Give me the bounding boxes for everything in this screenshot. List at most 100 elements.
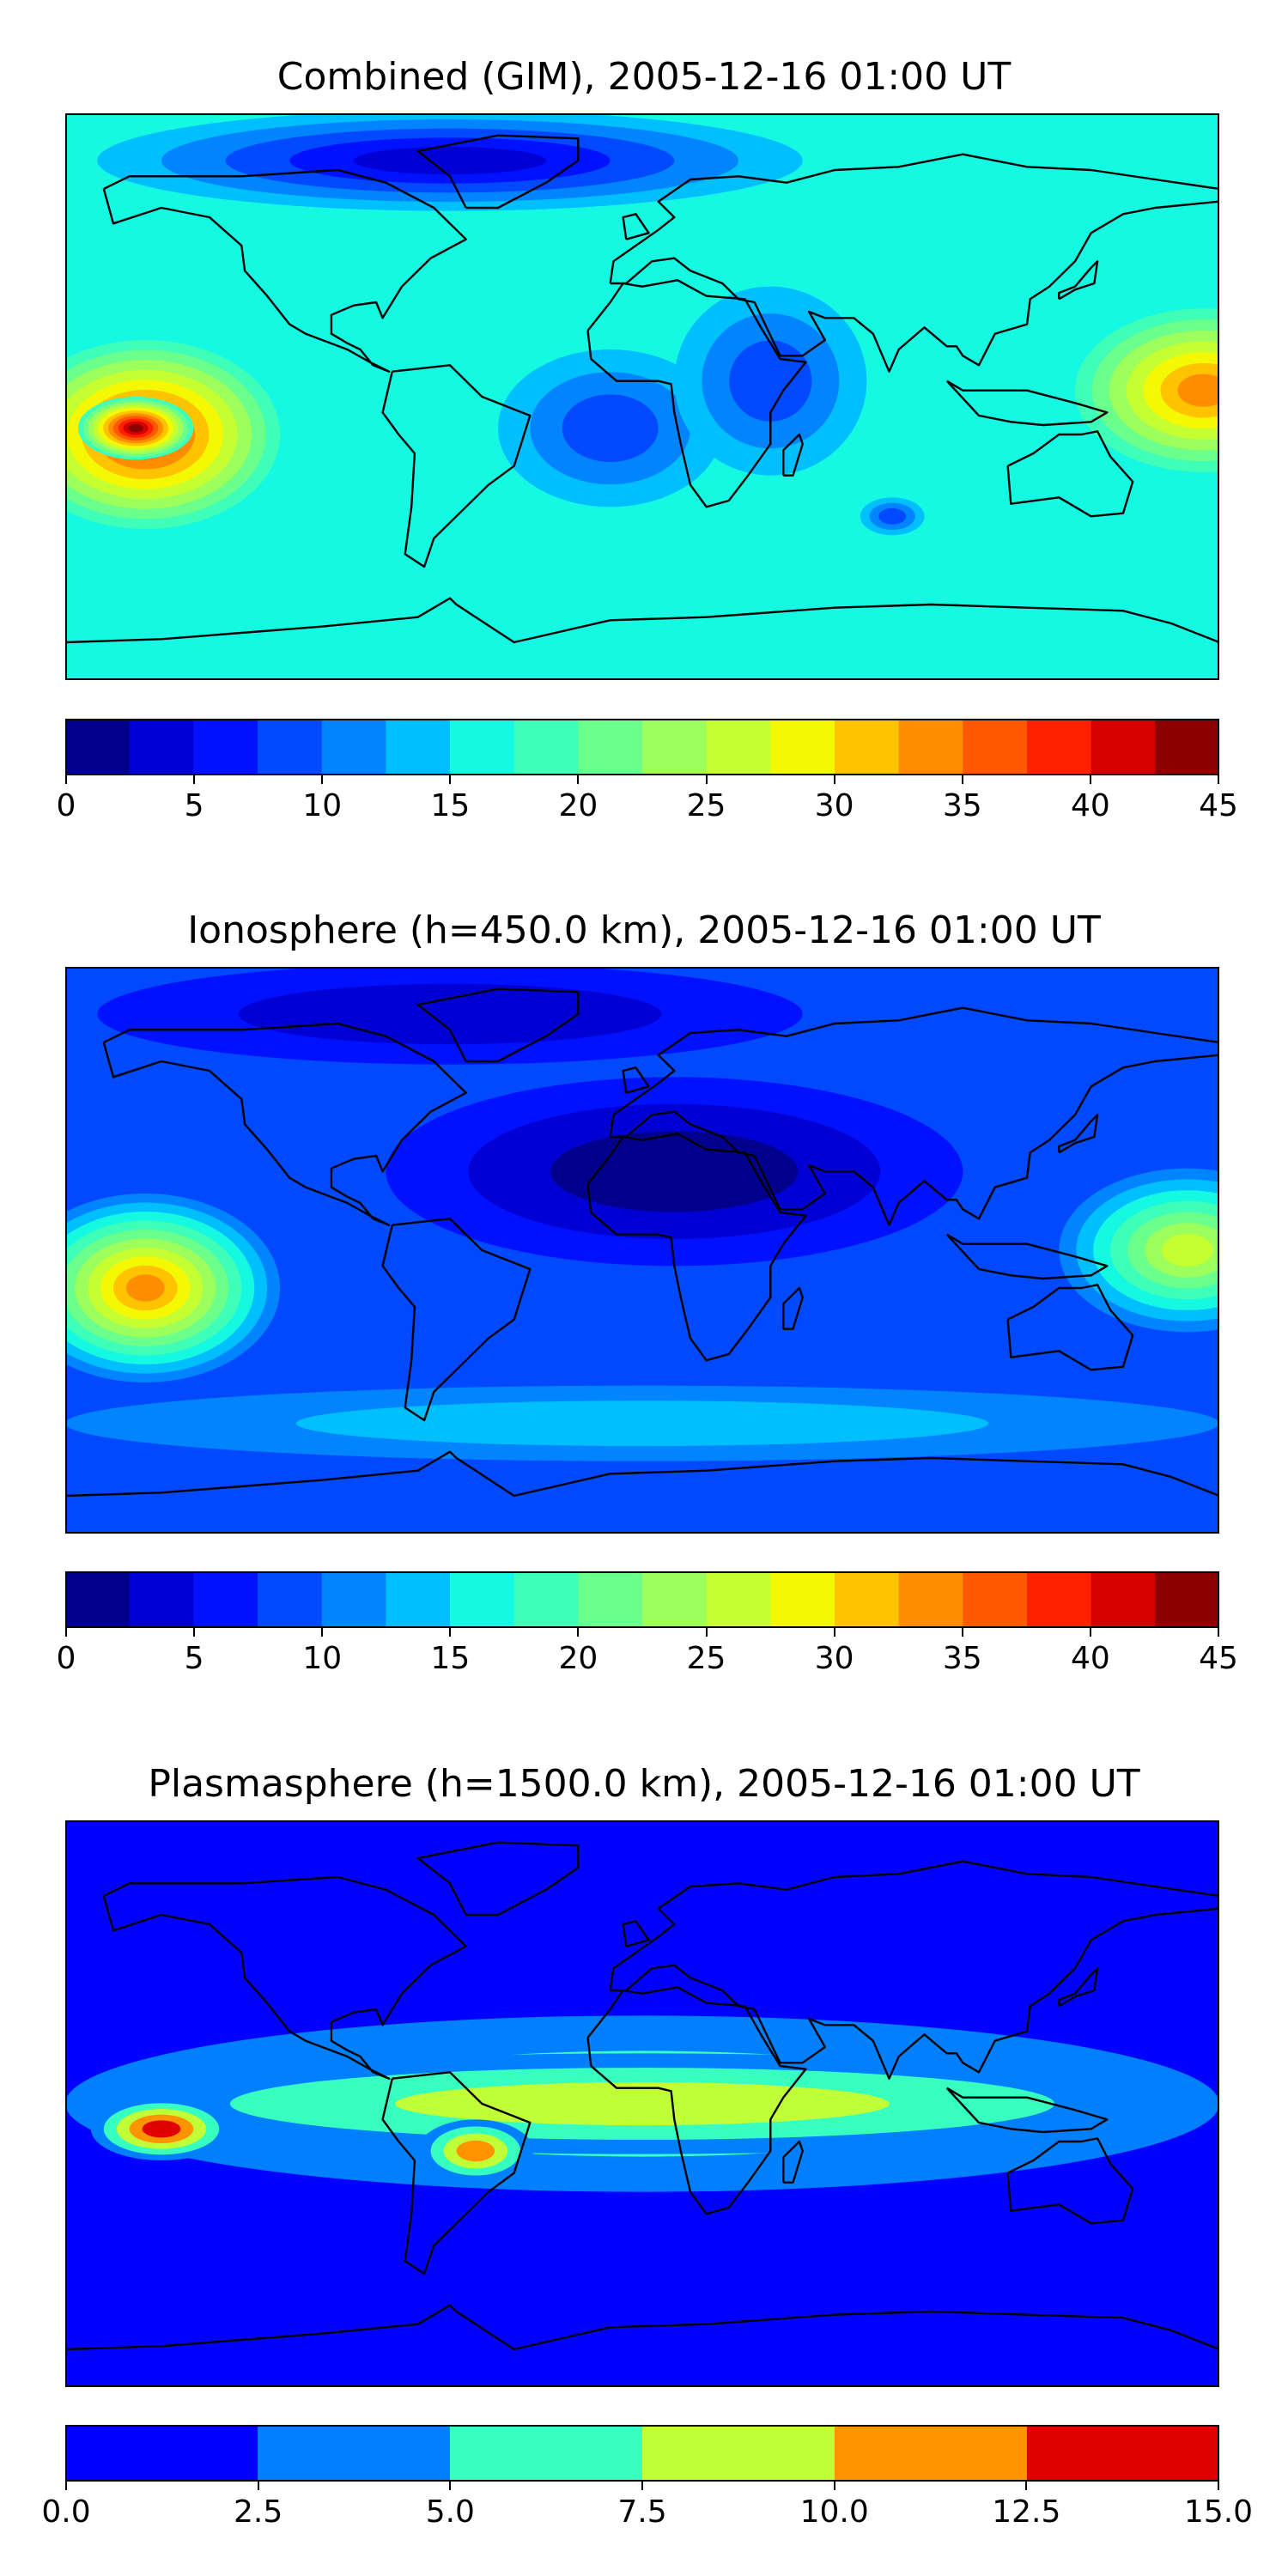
africa-coast — [586, 1986, 807, 2215]
contour-level-3 — [878, 507, 907, 525]
colorbar-swatch — [835, 719, 900, 775]
colorbar-tick-label: 12.5 — [992, 2494, 1061, 2530]
contour-level-1 — [238, 983, 662, 1045]
panel-3-colorbar-ticks: 0.0 2.5 5.0 7.5 10.0 12.5 15.0 — [41, 2482, 1253, 2533]
colorbar-tick-label: 0 — [56, 1641, 76, 1676]
colorbar-tick-label: 30 — [814, 788, 854, 823]
antarctica-coast — [65, 1450, 1219, 1498]
heatmap-feature-pacific-max — [90, 2097, 233, 2160]
panel-1-colorbar-ticks: 0 5 10 15 20 25 30 35 40 45 — [57, 775, 1238, 827]
colorbar-tick-label: 0.0 — [41, 2494, 91, 2530]
colorbar-tick-label: 35 — [942, 1641, 982, 1676]
heatmap-feature-eurafrica-low — [386, 1077, 963, 1267]
colorbar-swatch — [450, 719, 515, 775]
colorbar-swatch — [386, 1571, 451, 1628]
colorbar-tick — [449, 1628, 452, 1637]
heatmap-feature-atlantic-low — [498, 349, 723, 507]
japan-coast — [1058, 1114, 1099, 1154]
uk-coast — [622, 213, 650, 240]
colorbar-tick-label: 10 — [302, 1641, 343, 1676]
contour-level-5 — [295, 1400, 989, 1447]
heatmap-feature-pacific-max — [65, 1194, 281, 1382]
indonesia-coast — [945, 380, 1109, 427]
contour-level-17 — [128, 423, 143, 433]
colorbar-swatch — [450, 2425, 643, 2482]
colorbar-swatch — [129, 1571, 194, 1628]
uk-coast — [622, 1920, 650, 1947]
colorbar-tick-label: 10.0 — [799, 2494, 869, 2530]
colorbar-tick — [705, 775, 708, 784]
colorbar-swatch — [65, 1571, 131, 1628]
australia-coast — [1006, 1284, 1134, 1371]
colorbar-swatch — [65, 2425, 258, 2482]
australia-coast — [1006, 2137, 1134, 2225]
colorbar-swatch — [963, 1571, 1028, 1628]
contour-level-13 — [125, 1274, 165, 1302]
colorbar-swatch — [450, 1571, 515, 1628]
madagascar-coast — [782, 433, 804, 477]
eurasia-coast — [609, 153, 1219, 373]
colorbar-swatch — [835, 2425, 1028, 2482]
greenland-coast — [416, 134, 580, 210]
heatmap-feature-north-polar-low — [97, 113, 803, 211]
australia-coast — [1006, 430, 1134, 518]
contour-level-10 — [1161, 1233, 1213, 1267]
north-america-coast — [102, 1022, 467, 1226]
contour-level-5 — [142, 2120, 181, 2138]
colorbar-tick — [321, 1628, 324, 1637]
panel-2-title: Ionosphere (h=450.0 km), 2005-12-16 01:0… — [187, 908, 1101, 952]
colorbar-swatch — [129, 719, 194, 775]
colorbar-swatch — [1155, 1571, 1219, 1628]
eurasia-coast — [609, 1860, 1219, 2080]
colorbar-swatch — [513, 719, 579, 775]
japan-coast — [1058, 1967, 1099, 2008]
colorbar-swatch — [835, 1571, 900, 1628]
panel-3-colorbar — [65, 2425, 1219, 2482]
panel-2-colorbar-ticks: 0 5 10 15 20 25 30 35 40 45 — [57, 1628, 1238, 1680]
colorbar-tick — [449, 775, 452, 784]
colorbar-tick — [641, 2482, 643, 2490]
colorbar-tick-label: 25 — [686, 1641, 726, 1676]
contour-level-0 — [550, 1131, 799, 1212]
colorbar-outline — [65, 719, 1219, 775]
colorbar-tick-label: 2.5 — [234, 2494, 283, 2530]
south-america-coast — [381, 2071, 532, 2275]
heatmap-feature-west-pacific-max — [1075, 308, 1219, 472]
colorbar-tick-label: 30 — [814, 1641, 854, 1676]
colorbar-tick — [705, 1628, 708, 1637]
colorbar-swatch — [1091, 1571, 1156, 1628]
colorbar-tick — [449, 2482, 452, 2490]
heatmap-feature-south-america-max — [417, 2119, 534, 2183]
colorbar-swatch — [898, 1571, 963, 1628]
colorbar-swatch — [321, 719, 386, 775]
colorbar-tick — [321, 775, 324, 784]
colorbar-swatch — [193, 719, 258, 775]
colorbar-tick — [1218, 1628, 1219, 1637]
contour-level-4 — [456, 2140, 495, 2162]
africa-coast — [586, 1133, 807, 1362]
colorbar-tick-label: 7.5 — [617, 2494, 667, 2530]
colorbar-swatch — [770, 1571, 835, 1628]
colorbar-swatch — [642, 1571, 708, 1628]
colorbar-tick — [65, 1628, 67, 1637]
colorbar-swatch — [258, 1571, 323, 1628]
panel-1-title: Combined (GIM), 2005-12-16 01:00 UT — [276, 55, 1012, 99]
colorbar-tick — [961, 1628, 963, 1637]
colorbar-outline — [65, 2425, 1219, 2482]
antarctica-coast — [65, 597, 1219, 644]
africa-coast — [586, 279, 807, 508]
colorbar-outline — [65, 1571, 1219, 1628]
heatmap-feature-south-indian-low — [860, 497, 925, 536]
colorbar-tick — [1218, 775, 1219, 784]
colorbar-tick-label: 45 — [1199, 788, 1238, 823]
eurasia-coast — [609, 1006, 1219, 1226]
colorbar-swatch — [1027, 719, 1092, 775]
colorbar-tick — [193, 775, 196, 784]
colorbar-swatch — [1027, 2425, 1219, 2482]
colorbar-tick — [577, 1628, 580, 1637]
heatmap-feature-africa-low — [674, 286, 867, 476]
colorbar-tick — [577, 775, 580, 784]
colorbar-tick-label: 5 — [184, 1641, 204, 1676]
uk-coast — [622, 1066, 650, 1094]
colorbar-tick — [1218, 2482, 1219, 2490]
